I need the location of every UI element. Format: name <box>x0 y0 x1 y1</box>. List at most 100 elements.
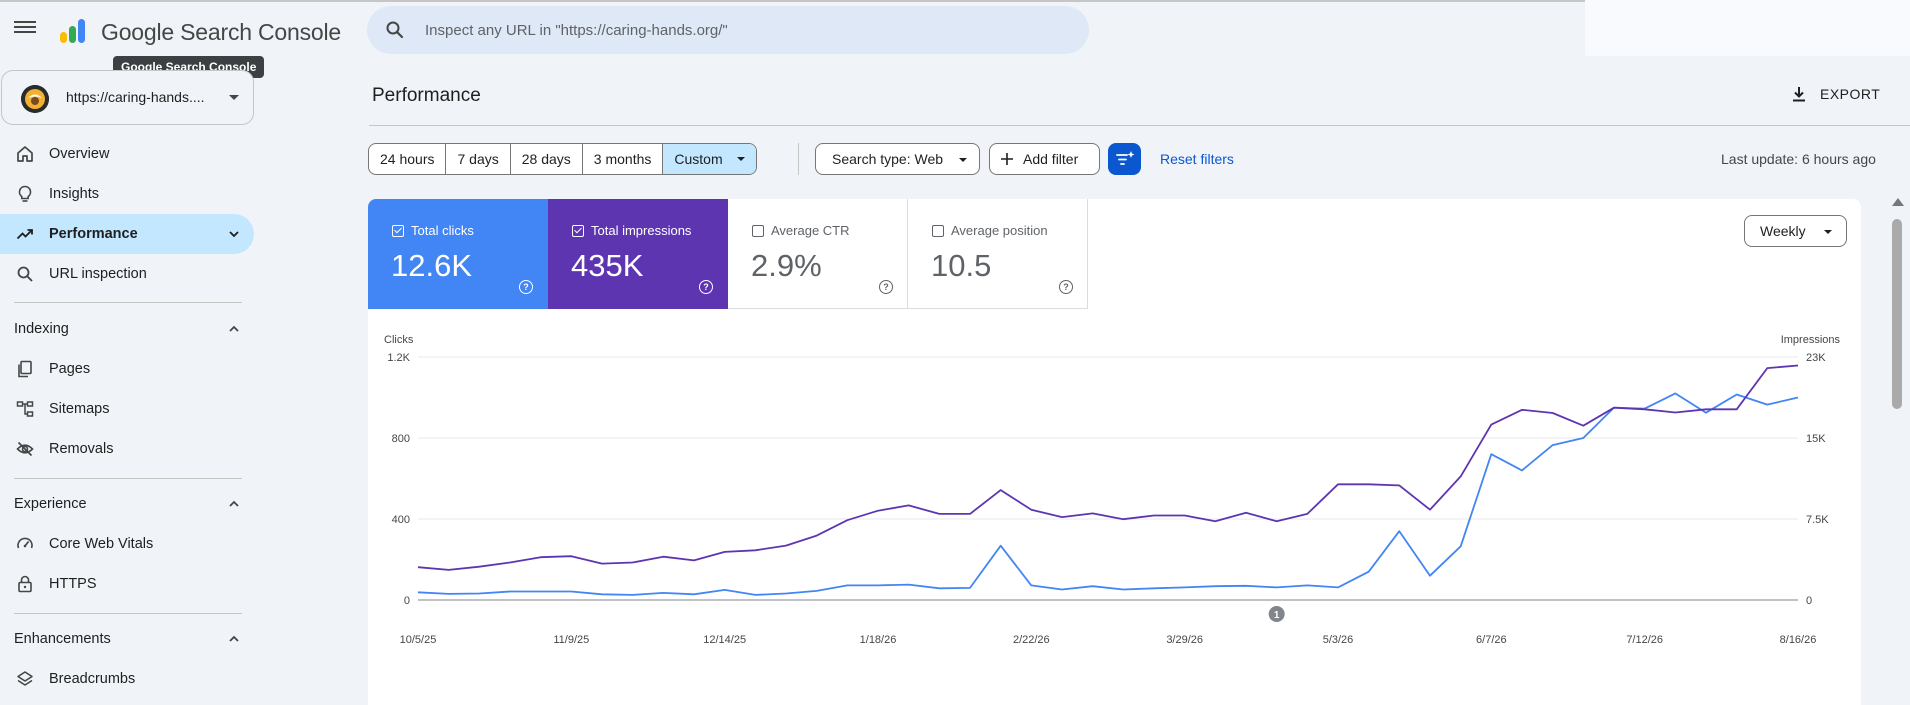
section-label: Enhancements <box>14 631 111 647</box>
metric-average-position[interactable]: Average position 10.5 ? <box>908 199 1088 309</box>
checkbox-unchecked-icon[interactable] <box>752 224 764 237</box>
home-icon <box>17 146 33 162</box>
series-line-impressions <box>417 364 1799 571</box>
metric-total-clicks[interactable]: Total clicks 12.6K ? <box>368 199 548 309</box>
app-title[interactable]: Google Search Console <box>101 19 342 45</box>
property-label: https://caring-hands.... <box>66 89 205 105</box>
right-tick-label: 7.5K <box>1806 514 1829 526</box>
help-icon[interactable]: ? <box>1059 280 1073 294</box>
reset-filters-link[interactable]: Reset filters <box>1160 151 1234 167</box>
x-tick-label: 7/12/26 <box>1626 634 1663 646</box>
sidebar-item-breadcrumbs[interactable]: Breadcrumbs <box>0 659 254 699</box>
metric-label: Total impressions <box>591 223 692 238</box>
lock-icon <box>18 575 32 593</box>
scrollbar-thumb[interactable] <box>1892 219 1902 409</box>
add-filter-button[interactable]: Add filter <box>989 143 1100 175</box>
search-icon <box>386 21 404 39</box>
left-axis-label: Clicks <box>384 334 414 346</box>
sidebar-item-label: Core Web Vitals <box>49 536 154 552</box>
metric-total-impressions[interactable]: Total impressions 435K ? <box>548 199 728 309</box>
sidebar-item-label: HTTPS <box>49 576 97 592</box>
x-tick-label: 3/29/26 <box>1166 634 1203 646</box>
sidebar-section-experience[interactable]: Experience <box>0 488 254 520</box>
x-tick-label: 10/5/25 <box>400 634 437 646</box>
sidebar-item-label: Removals <box>49 441 114 457</box>
chevron-up-icon <box>229 635 239 642</box>
granularity-selector[interactable]: Weekly <box>1744 215 1847 247</box>
sidebar-item-removals[interactable]: Removals <box>0 429 254 469</box>
right-tick-label: 23K <box>1806 352 1826 364</box>
sidebar-divider <box>14 302 242 303</box>
range-label: 3 months <box>593 151 652 167</box>
date-range-selector: 24 hours 7 days 28 days 3 months Custom <box>368 143 757 175</box>
sidebar-divider <box>14 478 242 479</box>
x-tick-label: 1/18/26 <box>860 634 897 646</box>
sidebar-section-enhancements[interactable]: Enhancements <box>0 623 254 655</box>
sidebar-item-label: URL inspection <box>49 266 147 282</box>
sidebar-item-overview[interactable]: Overview <box>0 134 254 174</box>
sidebar-item-performance[interactable]: Performance <box>0 214 254 254</box>
section-label: Indexing <box>14 321 69 337</box>
main-menu-icon[interactable] <box>14 18 36 40</box>
checkbox-unchecked-icon[interactable] <box>932 224 944 237</box>
sidebar-section-indexing[interactable]: Indexing <box>0 313 254 345</box>
checkbox-checked-icon[interactable] <box>572 224 584 237</box>
search-type-filter[interactable]: Search type: Web <box>815 143 980 175</box>
search-console-logo[interactable] <box>58 17 90 45</box>
range-label: Custom <box>674 151 723 167</box>
left-tick-label: 1.2K <box>387 352 410 364</box>
right-tick-label: 15K <box>1806 433 1826 445</box>
metric-average-ctr[interactable]: Average CTR 2.9% ? <box>728 199 908 309</box>
help-icon[interactable]: ? <box>699 280 713 294</box>
chevron-down-icon <box>229 231 239 238</box>
help-icon[interactable]: ? <box>519 280 533 294</box>
filter-sparkle-icon <box>1116 151 1135 165</box>
property-selector[interactable]: https://caring-hands.... <box>1 70 254 125</box>
sidebar-item-insights[interactable]: Insights <box>0 174 254 214</box>
caret-down-icon <box>1824 230 1832 234</box>
sidebar-item-pages[interactable]: Pages <box>0 349 254 389</box>
header-divider <box>369 125 1910 126</box>
range-24-hours[interactable]: 24 hours <box>369 144 447 174</box>
download-icon <box>1793 87 1805 102</box>
sidebar-item-url-inspection[interactable]: URL inspection <box>0 254 254 294</box>
url-inspect-search[interactable] <box>367 6 1089 54</box>
page-title: Performance <box>372 85 481 106</box>
performance-card: Total clicks 12.6K ? Total impressions 4… <box>368 199 1861 705</box>
granularity-label: Weekly <box>1760 223 1806 239</box>
sidebar-item-label: Sitemaps <box>49 401 110 417</box>
performance-chart: 0 0 400 7.5K 800 15K 1.2K 23K Clicks Impressions 1… <box>384 334 1841 646</box>
right-axis-label: Impressions <box>1781 334 1841 346</box>
sidebar-item-https[interactable]: HTTPS <box>0 564 254 604</box>
section-label: Experience <box>14 496 87 512</box>
left-tick-label: 800 <box>392 433 410 445</box>
top-right-area <box>1585 0 1910 56</box>
range-custom[interactable]: Custom <box>663 144 756 174</box>
help-icon[interactable]: ? <box>879 280 893 294</box>
export-button[interactable]: EXPORT <box>1790 82 1880 106</box>
layers-icon <box>17 671 33 686</box>
metric-value: 435K <box>571 248 644 283</box>
range-7-days[interactable]: 7 days <box>446 144 511 174</box>
metric-value: 10.5 <box>931 248 992 283</box>
scroll-up-arrow-icon[interactable] <box>1892 198 1904 206</box>
metric-value: 2.9% <box>751 248 822 283</box>
sidebar-item-sitemaps[interactable]: Sitemaps <box>0 389 254 429</box>
toolbar-separator <box>798 143 799 175</box>
filter-settings-button[interactable] <box>1108 143 1141 175</box>
metric-label: Total clicks <box>411 223 474 238</box>
gauge-icon <box>17 537 33 549</box>
range-28-days[interactable]: 28 days <box>511 144 583 174</box>
x-tick-label: 12/14/25 <box>703 634 746 646</box>
search-type-label: Search type: Web <box>832 151 944 167</box>
range-3-months[interactable]: 3 months <box>583 144 664 174</box>
sidebar-item-label: Insights <box>49 186 99 202</box>
sidebar-item-core-web-vitals[interactable]: Core Web Vitals <box>0 524 254 564</box>
sidebar-item-label: Overview <box>49 146 110 162</box>
x-tick-label: 6/7/26 <box>1476 634 1507 646</box>
checkbox-checked-icon[interactable] <box>392 224 404 237</box>
sidebar-item-label: Pages <box>49 361 91 377</box>
url-inspect-input[interactable] <box>425 6 1065 54</box>
eye-off-icon <box>16 441 34 457</box>
chevron-down-icon <box>229 95 239 100</box>
